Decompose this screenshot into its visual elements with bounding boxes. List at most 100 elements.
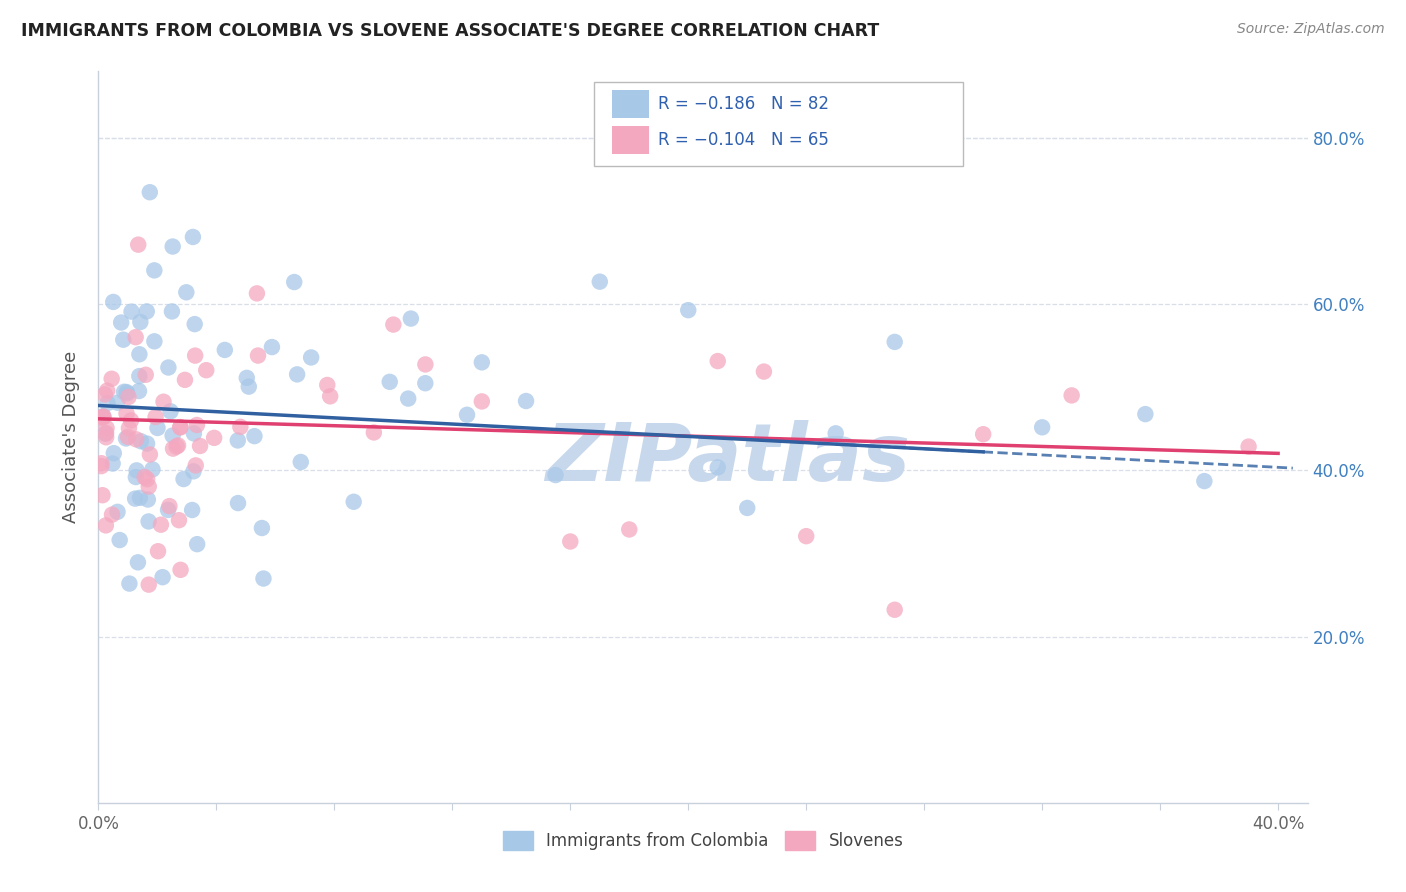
- Point: [125, 463, 148, 477]
- Point: [115, 407, 138, 421]
- Point: [112, 384, 135, 399]
- Point: [152, 570, 174, 584]
- Point: [139, 447, 162, 461]
- Point: [129, 434, 152, 449]
- Point: [283, 275, 305, 289]
- Point: [101, 508, 124, 522]
- Point: [186, 417, 208, 432]
- Point: [226, 434, 249, 448]
- Point: [110, 316, 132, 330]
- Point: [149, 517, 172, 532]
- Point: [250, 521, 273, 535]
- Point: [157, 499, 180, 513]
- Point: [167, 438, 190, 452]
- Text: R = −0.186   N = 82: R = −0.186 N = 82: [658, 95, 830, 113]
- Point: [128, 384, 150, 398]
- Point: [117, 390, 139, 404]
- Point: [794, 529, 817, 543]
- Point: [363, 425, 385, 440]
- Point: [103, 446, 125, 460]
- Point: [157, 360, 180, 375]
- Point: [188, 439, 211, 453]
- Point: [972, 427, 994, 442]
- FancyBboxPatch shape: [595, 82, 963, 167]
- Point: [238, 379, 260, 393]
- Point: [413, 376, 436, 391]
- Text: IMMIGRANTS FROM COLOMBIA VS SLOVENE ASSOCIATE'S DEGREE CORRELATION CHART: IMMIGRANTS FROM COLOMBIA VS SLOVENE ASSO…: [21, 22, 879, 40]
- Point: [229, 420, 252, 434]
- Point: [1194, 474, 1216, 488]
- Point: [247, 349, 270, 363]
- Point: [226, 496, 249, 510]
- Text: Source: ZipAtlas.com: Source: ZipAtlas.com: [1237, 22, 1385, 37]
- Point: [183, 317, 205, 331]
- Point: [299, 351, 322, 365]
- Point: [157, 503, 180, 517]
- Legend: Immigrants from Colombia, Slovenes: Immigrants from Colombia, Slovenes: [496, 824, 910, 856]
- Point: [1135, 407, 1157, 421]
- Point: [343, 495, 366, 509]
- Point: [145, 410, 167, 425]
- Point: [1237, 440, 1260, 454]
- Point: [619, 523, 641, 537]
- Point: [146, 421, 169, 435]
- Point: [94, 426, 117, 441]
- Point: [181, 503, 204, 517]
- Point: [883, 603, 905, 617]
- Point: [752, 365, 775, 379]
- Point: [112, 333, 135, 347]
- Point: [143, 263, 166, 277]
- Point: [290, 455, 312, 469]
- Point: [399, 311, 422, 326]
- Point: [90, 456, 112, 470]
- Point: [162, 239, 184, 253]
- Point: [415, 358, 437, 372]
- Point: [146, 544, 169, 558]
- Point: [135, 304, 157, 318]
- Point: [159, 404, 181, 418]
- Point: [134, 470, 156, 484]
- Point: [141, 462, 163, 476]
- Point: [1031, 420, 1053, 434]
- Point: [316, 378, 339, 392]
- Point: [120, 413, 142, 427]
- Point: [125, 470, 148, 484]
- Point: [160, 304, 183, 318]
- Point: [115, 385, 138, 400]
- Point: [138, 577, 160, 591]
- Point: [139, 185, 162, 199]
- Point: [214, 343, 236, 357]
- Point: [138, 479, 160, 493]
- Point: [1060, 388, 1083, 402]
- Point: [96, 421, 118, 435]
- Point: [152, 394, 174, 409]
- Point: [117, 430, 139, 444]
- Point: [735, 500, 758, 515]
- Point: [136, 472, 159, 486]
- Text: ZIPatlas: ZIPatlas: [544, 420, 910, 498]
- Point: [94, 387, 117, 401]
- Point: [883, 334, 905, 349]
- Point: [91, 409, 114, 424]
- Point: [456, 408, 478, 422]
- Bar: [613, 90, 648, 119]
- Point: [471, 394, 494, 409]
- Point: [100, 372, 122, 386]
- Point: [94, 430, 117, 444]
- Point: [515, 394, 537, 409]
- Point: [90, 410, 112, 425]
- Point: [166, 440, 188, 454]
- Point: [382, 318, 405, 332]
- Point: [96, 396, 118, 410]
- Point: [246, 286, 269, 301]
- Point: [124, 330, 146, 344]
- Point: [183, 426, 205, 441]
- Point: [129, 315, 152, 329]
- Y-axis label: Associate's Degree: Associate's Degree: [62, 351, 80, 524]
- Point: [181, 230, 204, 244]
- Point: [176, 285, 198, 300]
- Point: [202, 431, 225, 445]
- Point: [186, 537, 208, 551]
- Point: [101, 457, 124, 471]
- Point: [115, 386, 138, 401]
